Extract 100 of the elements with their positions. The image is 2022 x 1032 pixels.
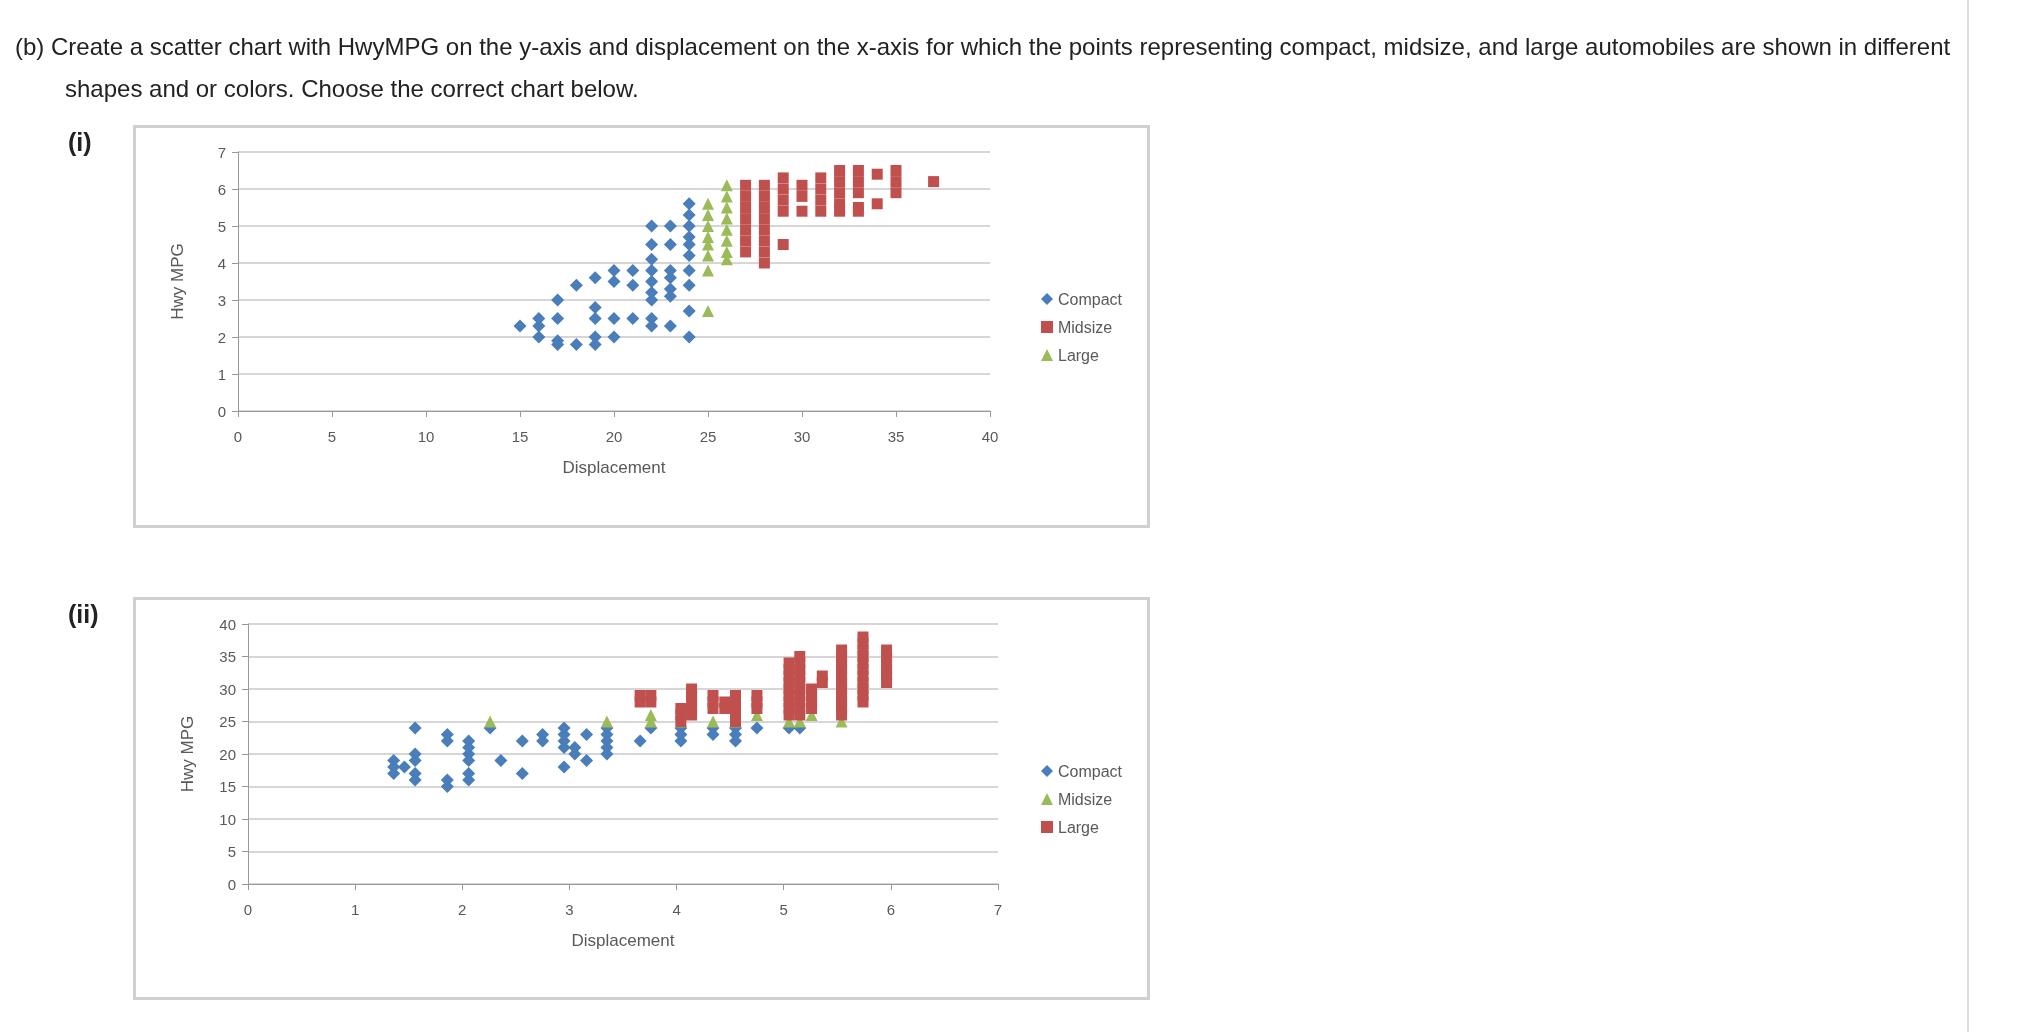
point [871, 198, 883, 210]
point [720, 212, 733, 225]
y-tick-label: 35 [219, 648, 236, 665]
x-tick-label: 5 [779, 901, 788, 918]
point [600, 715, 613, 728]
point [532, 330, 546, 344]
text: (b) Create a scatter chart with HwyMPG on the y-axis and displacement on the x-axis for which the points representing compact, midsize, and large automobiles are shown in different shapes and or colors. Choose the correct chart below. [15, 32, 1952, 104]
point [740, 202, 752, 213]
point [852, 176, 864, 188]
point [928, 176, 940, 188]
y-tick-label: 7 [217, 143, 226, 161]
y-tick-label: 10 [219, 810, 236, 828]
point [890, 176, 902, 188]
y-tick-label: 5 [227, 843, 236, 860]
point [758, 224, 770, 236]
point [815, 194, 827, 206]
chart-title: (i) [68, 128, 92, 157]
point [663, 219, 677, 233]
point [777, 194, 789, 206]
point [834, 165, 846, 176]
point [663, 319, 677, 333]
y-tick-label: 20 [219, 745, 236, 763]
point [645, 275, 659, 288]
point [720, 223, 733, 236]
point [890, 165, 902, 176]
point [758, 190, 770, 202]
point [682, 208, 696, 222]
point [740, 213, 752, 225]
point [588, 300, 602, 314]
y-tick-label: 0 [227, 875, 236, 893]
point [740, 224, 752, 236]
point [702, 264, 714, 277]
point [682, 263, 696, 277]
x-tick-label: 25 [699, 428, 717, 445]
legend-label: Large [1057, 346, 1099, 364]
point [777, 205, 789, 217]
point [682, 278, 696, 292]
point [702, 197, 714, 210]
x-tick-label: 2 [458, 901, 467, 918]
x-axis-title: Displacement [571, 931, 675, 950]
point [663, 238, 677, 251]
point [758, 257, 770, 269]
x-tick-label: 10 [417, 428, 435, 445]
legend-label: Compact [1057, 762, 1123, 780]
point [815, 172, 827, 184]
point [750, 721, 764, 735]
x-tick-label: 6 [886, 901, 896, 918]
point [408, 721, 422, 735]
point [720, 179, 733, 192]
x-tick-label: 5 [327, 428, 337, 445]
point [890, 187, 902, 199]
point [777, 239, 789, 250]
x-axis-title: Displacement [562, 458, 666, 477]
point [702, 249, 714, 262]
point [645, 263, 659, 277]
point [682, 238, 696, 251]
point [569, 278, 583, 292]
x-tick-label: 0 [243, 901, 253, 918]
point [645, 238, 659, 251]
point [626, 263, 640, 277]
point [796, 179, 808, 191]
point [551, 293, 565, 307]
point [515, 734, 529, 748]
y-tick-label: 3 [217, 291, 226, 309]
point [777, 172, 789, 184]
y-tick-label: 2 [217, 328, 226, 346]
y-tick-label: 30 [219, 680, 236, 698]
point [702, 220, 714, 232]
point [607, 275, 621, 288]
legend-label: Midsize [1057, 318, 1113, 336]
point [834, 187, 846, 199]
y-tick-label: 6 [217, 180, 226, 198]
point [557, 760, 571, 774]
point [758, 202, 770, 213]
point [834, 205, 846, 217]
point [852, 165, 864, 176]
point [796, 205, 808, 217]
point [720, 234, 733, 247]
legend-label: Compact [1057, 290, 1123, 308]
x-tick-label: 35 [887, 428, 905, 445]
point [796, 190, 808, 202]
point [645, 252, 659, 266]
point [607, 263, 621, 277]
point [645, 219, 659, 233]
y-axis-title: Hwy MPG [168, 243, 187, 320]
point [682, 197, 696, 211]
point [740, 190, 752, 202]
point [740, 235, 752, 247]
y-axis-title: Hwy MPG [178, 715, 197, 793]
point [484, 715, 497, 728]
point [815, 205, 827, 217]
point [551, 312, 565, 325]
point [758, 246, 770, 258]
point [740, 246, 752, 258]
x-tick-label: 40 [981, 428, 999, 445]
point [852, 187, 864, 199]
point [852, 205, 864, 217]
x-tick-label: 30 [793, 428, 811, 445]
legend-label: Large [1057, 818, 1099, 836]
x-tick-label: 20 [605, 428, 623, 445]
